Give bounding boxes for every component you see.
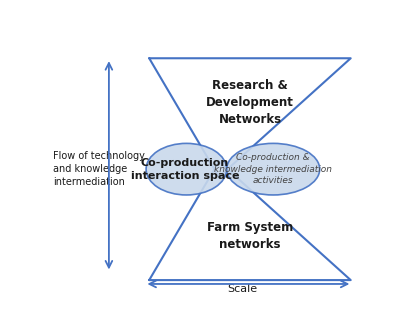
Text: Farm System
networks: Farm System networks: [207, 221, 293, 251]
Ellipse shape: [146, 143, 227, 195]
Ellipse shape: [227, 143, 320, 195]
Text: Co-production
interaction space: Co-production interaction space: [130, 157, 239, 181]
Text: Flow of technology
and knowledge
intermediation: Flow of technology and knowledge interme…: [53, 151, 145, 187]
Text: Co-production &
knowledge intermediation
activities: Co-production & knowledge intermediation…: [214, 153, 332, 186]
Text: Scale: Scale: [227, 284, 257, 294]
Text: Research &
Development
Networks: Research & Development Networks: [206, 79, 294, 126]
